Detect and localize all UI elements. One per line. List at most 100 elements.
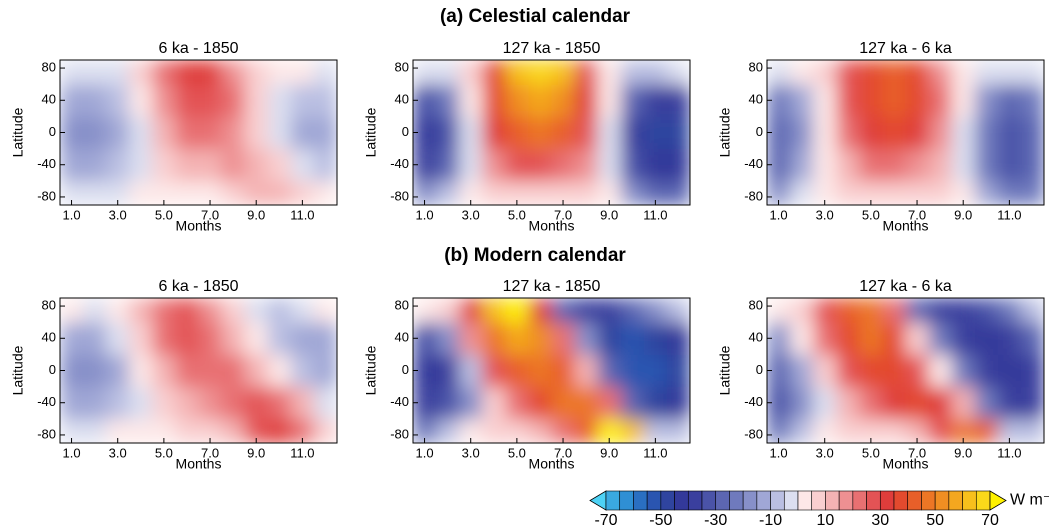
cell (574, 354, 599, 388)
colorbar-segment (687, 490, 703, 511)
cell (60, 354, 84, 388)
colorbar-tick-label: 50 (926, 512, 944, 529)
cell (859, 180, 883, 205)
cell (313, 298, 337, 323)
cell (859, 354, 883, 388)
cell (198, 84, 223, 117)
field (767, 298, 1044, 443)
x-tick-label: 5.0 (155, 207, 173, 222)
cell (666, 322, 690, 355)
x-tick-label: 1.0 (416, 445, 434, 460)
cell (620, 84, 645, 117)
cell (905, 116, 930, 150)
y-tick-label: -80 (390, 188, 409, 203)
cell (267, 60, 292, 85)
cell (482, 322, 506, 355)
cell (551, 148, 576, 182)
cell (1020, 418, 1044, 443)
cell (528, 386, 552, 420)
cell (221, 84, 246, 117)
cell (106, 386, 130, 420)
cell (60, 322, 84, 355)
cell (790, 322, 814, 355)
cell (313, 60, 337, 85)
cell (620, 322, 645, 355)
cell (244, 116, 269, 150)
cell (267, 322, 292, 355)
cell (1020, 386, 1044, 420)
cell (198, 180, 223, 205)
x-tick-label: 11.0 (643, 445, 667, 460)
cell (1020, 60, 1044, 85)
cell (221, 418, 246, 443)
cell (436, 354, 460, 388)
cell (1020, 180, 1044, 205)
x-tick-label: 7.0 (201, 207, 219, 222)
chart-title: 127 ka - 6 ka (859, 40, 952, 57)
x-tick-label: 1.0 (416, 207, 434, 222)
cell (620, 116, 645, 150)
x-tick-label: 5.0 (155, 445, 173, 460)
x-tick-label: 5.0 (508, 445, 526, 460)
cell (836, 298, 860, 323)
cell (60, 84, 84, 117)
field (767, 60, 1044, 205)
cell (882, 84, 906, 117)
y-tick-label: -40 (37, 394, 56, 409)
chart-title: 127 ka - 6 ka (859, 278, 952, 295)
cell (951, 418, 976, 443)
cell (620, 354, 645, 388)
cell (267, 386, 292, 420)
cell (459, 298, 483, 323)
colorbar-segment (879, 490, 895, 511)
colorbar-segment (660, 490, 675, 511)
cell (974, 60, 999, 85)
cell (643, 418, 668, 443)
cell (413, 298, 437, 323)
x-tick-label: 9.0 (247, 445, 265, 460)
cell (244, 84, 269, 117)
cell (597, 84, 622, 117)
cell (175, 298, 199, 323)
cell (313, 180, 337, 205)
y-tick-label: 80 (749, 59, 763, 74)
colorbar-segment (907, 490, 922, 511)
cell (267, 298, 292, 323)
cell (790, 84, 814, 117)
cell (129, 386, 153, 420)
cell (882, 180, 906, 205)
cell (974, 354, 999, 388)
cell (436, 418, 460, 443)
cell (790, 354, 814, 388)
cell (83, 84, 107, 117)
cell (152, 298, 176, 323)
cell (267, 418, 292, 443)
cell (221, 354, 246, 388)
cell (767, 148, 791, 182)
cell (974, 298, 999, 323)
cell (83, 60, 107, 85)
cell (459, 180, 483, 205)
cell (152, 322, 176, 355)
cell (859, 298, 883, 323)
cell (528, 322, 552, 355)
plot-area (413, 298, 690, 443)
cell (1020, 298, 1044, 323)
x-tick-label: 3.0 (816, 207, 834, 222)
y-tick-label: -80 (37, 426, 56, 441)
x-tick-label: 11.0 (997, 445, 1021, 460)
cell (767, 354, 791, 388)
x-tick-label: 7.0 (908, 207, 926, 222)
colorbar-segment (729, 490, 744, 511)
cell (551, 60, 576, 85)
colorbar-segment (783, 490, 799, 511)
cell (928, 354, 953, 388)
cell (597, 322, 622, 355)
field (413, 60, 690, 205)
field (60, 298, 337, 443)
cell (198, 60, 223, 85)
x-tick-label: 3.0 (462, 207, 480, 222)
cell (106, 354, 130, 388)
cell (905, 298, 930, 323)
cell (597, 298, 622, 323)
